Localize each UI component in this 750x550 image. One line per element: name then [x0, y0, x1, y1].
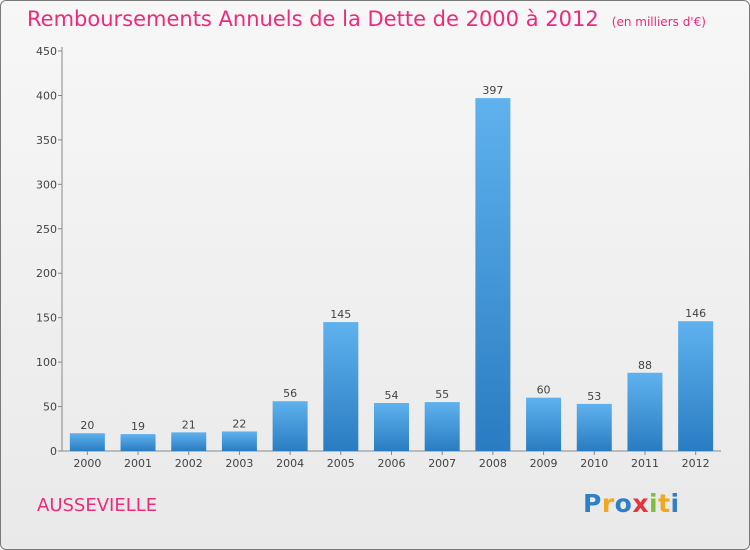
x-tick-label: 2007	[428, 457, 456, 470]
proxiti-logo: Proxiti	[583, 489, 680, 518]
chart-subtitle: (en milliers d'€)	[611, 15, 706, 29]
bar	[323, 322, 359, 451]
bar	[627, 372, 663, 451]
x-tick-label: 2009	[530, 457, 558, 470]
y-tick-label: 150	[36, 312, 57, 325]
x-tick-label: 2011	[631, 457, 659, 470]
bar	[221, 431, 257, 451]
y-tick-label: 400	[36, 89, 57, 102]
data-label: 19	[131, 420, 145, 433]
x-tick-label: 2008	[479, 457, 507, 470]
data-label: 397	[482, 84, 503, 97]
y-tick-label: 100	[36, 356, 57, 369]
bar	[374, 403, 409, 451]
y-tick-label: 200	[36, 267, 57, 280]
data-label: 145	[330, 308, 351, 321]
data-label: 54	[385, 389, 399, 402]
y-tick-label: 300	[36, 178, 57, 191]
data-label: 56	[283, 387, 297, 400]
y-tick-label: 0	[50, 445, 57, 458]
data-label: 55	[435, 388, 449, 401]
logo-letter: x	[632, 489, 649, 518]
logo-letter: t	[658, 489, 671, 518]
logo-letter: i	[649, 489, 659, 518]
y-tick-label: 350	[36, 134, 57, 147]
chart-title-text: Remboursements Annuels de la Dette de 20…	[27, 7, 599, 31]
x-tick-label: 2002	[175, 457, 203, 470]
x-tick-label: 2003	[225, 457, 253, 470]
data-label: 88	[638, 359, 652, 372]
x-tick-label: 2004	[276, 457, 304, 470]
commune-name: AUSSEVIELLE	[37, 495, 158, 516]
logo-letter: r	[601, 489, 615, 518]
y-tick-label: 50	[43, 401, 57, 414]
chart-title: Remboursements Annuels de la Dette de 20…	[27, 7, 706, 31]
logo-letter: i	[670, 489, 680, 518]
data-label: 53	[587, 390, 601, 403]
x-tick-label: 2000	[73, 457, 101, 470]
data-label: 20	[80, 419, 94, 432]
bar	[526, 397, 562, 451]
data-label: 21	[182, 418, 196, 431]
data-label: 146	[685, 307, 706, 320]
x-tick-label: 2010	[580, 457, 608, 470]
bar	[171, 432, 207, 451]
y-tick-label: 450	[36, 45, 57, 58]
logo-letter: o	[614, 489, 633, 518]
y-tick-label: 250	[36, 223, 57, 236]
bar	[424, 402, 460, 451]
data-label: 22	[232, 417, 246, 430]
bar	[120, 434, 156, 451]
bar	[272, 401, 308, 451]
x-tick-label: 2006	[378, 457, 406, 470]
logo-letter: P	[583, 489, 602, 518]
bar	[69, 433, 105, 451]
bar	[475, 98, 511, 451]
bar	[576, 403, 612, 451]
x-tick-label: 2005	[327, 457, 355, 470]
data-label: 60	[537, 384, 551, 397]
bar	[678, 321, 714, 451]
x-tick-label: 2001	[124, 457, 152, 470]
x-tick-label: 2012	[682, 457, 710, 470]
